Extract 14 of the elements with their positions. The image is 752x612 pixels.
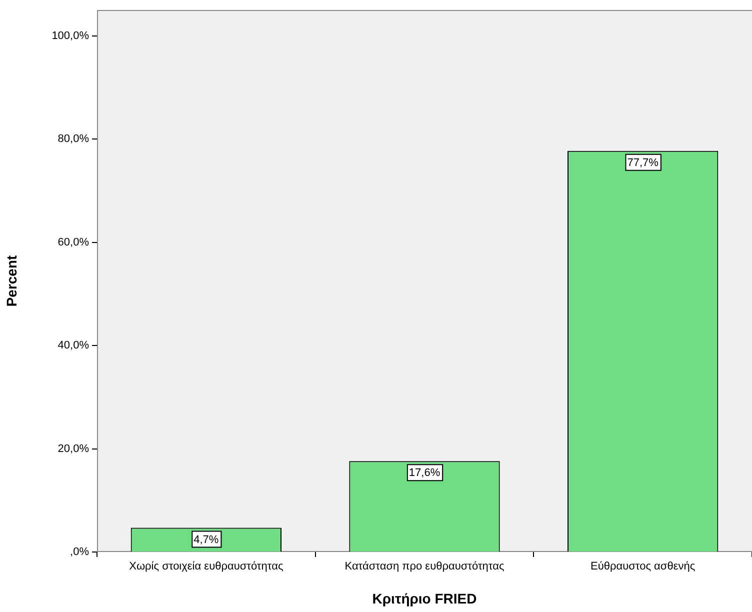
- y-tick-label: 40,0%: [58, 340, 90, 352]
- x-tick-label: Εύθραυστος ασθενής: [590, 560, 696, 573]
- x-axis-title: Κριτήριο FRIED: [372, 590, 477, 606]
- x-tick-label: Κατάσταση προ ευθραυστότητας: [344, 560, 504, 573]
- y-axis-title: Percent: [3, 254, 20, 307]
- y-tick-label: 80,0%: [58, 133, 90, 146]
- y-tick-label: ,0%: [70, 546, 90, 558]
- y-tick-label: 100,0%: [52, 30, 90, 42]
- data-label: 17,6%: [408, 467, 440, 480]
- y-tick-label: 60,0%: [58, 236, 90, 248]
- data-label: 77,7%: [627, 156, 659, 169]
- data-label: 4,7%: [194, 534, 219, 546]
- x-tick-label: Χωρίς στοιχεία ευθραυστότητας: [129, 560, 284, 573]
- y-tick-label: 20,0%: [58, 442, 90, 455]
